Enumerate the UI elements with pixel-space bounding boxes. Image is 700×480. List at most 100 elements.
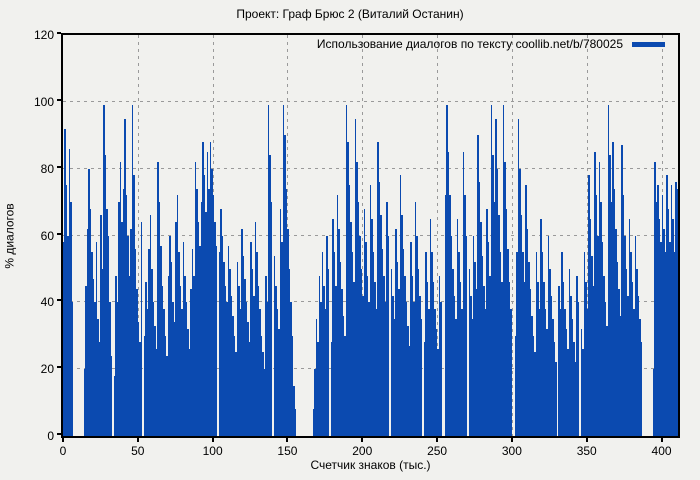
bar <box>548 235 549 436</box>
bar <box>202 141 204 436</box>
bar <box>328 268 329 436</box>
bar <box>268 105 269 436</box>
bar <box>153 302 154 436</box>
bar <box>359 235 361 436</box>
bar <box>515 335 516 436</box>
bar <box>323 285 325 436</box>
bar <box>178 252 180 436</box>
y-tick-label: 0 <box>47 429 54 443</box>
bar <box>264 369 265 436</box>
bar <box>537 282 539 436</box>
bar <box>249 342 250 436</box>
bar <box>492 155 494 436</box>
bar <box>147 309 148 436</box>
bar <box>145 282 147 436</box>
bar <box>232 315 234 436</box>
bar <box>322 252 323 436</box>
bar <box>225 285 226 436</box>
bar <box>118 202 120 436</box>
bar <box>246 302 247 436</box>
bar <box>72 302 73 436</box>
y-tick <box>57 32 61 34</box>
bar <box>479 182 480 436</box>
bar <box>431 252 433 436</box>
bar <box>545 309 546 436</box>
bar <box>485 309 486 436</box>
y-tick-label: 100 <box>33 94 54 109</box>
bar <box>261 335 262 436</box>
bar <box>418 268 419 436</box>
bar <box>193 275 195 436</box>
bar <box>117 302 118 436</box>
x-tick <box>361 438 364 442</box>
bar <box>332 218 334 436</box>
bar <box>284 135 286 436</box>
bar <box>593 285 594 436</box>
bar <box>474 262 476 436</box>
x-tick-label: 300 <box>501 444 522 458</box>
bar <box>166 355 168 436</box>
bar <box>437 349 439 436</box>
bar <box>527 228 528 436</box>
bar <box>66 185 67 436</box>
bar <box>606 325 608 436</box>
bar <box>129 275 130 436</box>
y-tick-label: 80 <box>40 161 54 176</box>
y-gridline <box>63 167 678 169</box>
bar <box>403 248 404 436</box>
bar <box>424 342 425 436</box>
bar <box>157 161 159 436</box>
bar <box>281 242 283 436</box>
bar <box>668 208 669 436</box>
bar <box>666 175 668 436</box>
bar <box>168 275 169 436</box>
plot-area: 0 50 100 150 200 250 300 350 400 0 20 40 60 80 100 120 … <box>34 28 680 458</box>
bar <box>445 195 446 436</box>
bar <box>219 252 220 436</box>
bar <box>340 262 341 436</box>
x-gridline <box>586 35 588 436</box>
bar <box>136 288 138 436</box>
bar <box>252 268 253 436</box>
bar <box>380 215 382 436</box>
bar <box>317 342 319 436</box>
bar <box>603 275 605 436</box>
bar <box>231 295 232 436</box>
bar <box>156 349 157 436</box>
bar <box>570 295 572 436</box>
bar <box>528 262 530 436</box>
x-gridline <box>437 35 439 436</box>
bar <box>106 208 108 436</box>
bar <box>584 252 585 436</box>
bar <box>665 252 666 436</box>
bar <box>530 288 531 436</box>
bar <box>63 242 64 436</box>
bar <box>192 248 193 436</box>
y-tick <box>57 232 61 235</box>
bar <box>247 322 249 436</box>
bar <box>394 319 395 436</box>
bar <box>278 329 280 436</box>
bar <box>672 218 674 436</box>
bar <box>558 285 560 436</box>
bar <box>627 295 629 436</box>
bar <box>289 268 290 436</box>
x-tick <box>211 438 214 442</box>
bar <box>365 242 367 436</box>
bar <box>507 248 509 436</box>
bar <box>196 188 198 436</box>
bar <box>430 218 431 436</box>
bar <box>641 342 642 436</box>
bar <box>364 208 365 436</box>
bar <box>540 218 542 436</box>
bar <box>662 195 663 436</box>
bar <box>290 302 292 436</box>
bar <box>425 252 427 436</box>
bar <box>356 161 358 436</box>
bar <box>410 242 412 436</box>
bar <box>455 319 457 436</box>
bar <box>521 215 522 436</box>
bar <box>352 252 353 436</box>
bar <box>539 309 540 436</box>
bar <box>536 252 537 436</box>
